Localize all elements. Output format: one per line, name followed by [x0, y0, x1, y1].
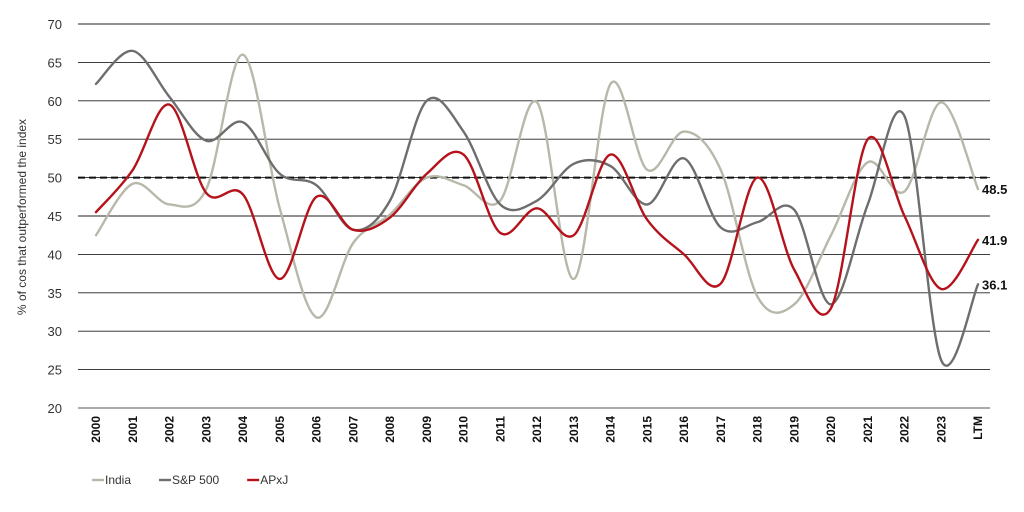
- x-tick-label: 2016: [677, 416, 691, 443]
- series-line-apxj: [94, 103, 980, 316]
- series-line-s-p-500: [94, 49, 980, 367]
- x-tick-label: 2001: [126, 416, 140, 443]
- x-tick-label: 2018: [751, 416, 765, 443]
- gridlines: [78, 23, 990, 409]
- x-tick-label: 2011: [493, 416, 507, 442]
- x-tick-label: 2002: [163, 416, 177, 443]
- x-tick-label: 2000: [89, 416, 103, 443]
- y-tick-label: 25: [48, 363, 62, 378]
- x-tick-label: 2022: [898, 416, 912, 443]
- x-tick-label: 2008: [383, 416, 397, 443]
- x-axis-ticks: 2000 2001 2002 2003 2004 2005 2006 2007 2008 2009…: [89, 416, 985, 443]
- end-label-apxj: 41.9: [982, 233, 1007, 248]
- y-axis-ticks: 20 25 30 35 40 45 50 55 60 65 70: [48, 17, 62, 416]
- end-label-india: 48.5: [982, 182, 1007, 197]
- series-line-india: [94, 53, 980, 319]
- x-tick-label: 2009: [420, 416, 434, 443]
- x-tick-label: LTM: [971, 416, 985, 440]
- x-tick-label: 2007: [346, 416, 360, 443]
- end-label-s-p-500: 36.1: [982, 277, 1007, 292]
- x-tick-label: 2014: [604, 416, 618, 443]
- x-tick-label: 2012: [530, 416, 544, 443]
- x-tick-label: 2003: [199, 416, 213, 443]
- end-labels: 48.5 36.1 41.9: [982, 182, 1007, 292]
- y-tick-label: 40: [48, 247, 62, 262]
- y-tick-label: 30: [48, 324, 62, 339]
- x-tick-label: 2006: [310, 416, 324, 443]
- x-tick-label: 2023: [934, 416, 948, 443]
- y-tick-label: 60: [48, 94, 62, 109]
- series-layer: [94, 49, 980, 367]
- legend-label-s-p-500: S&P 500: [172, 473, 219, 487]
- x-tick-label: 2020: [824, 416, 838, 443]
- y-tick-label: 55: [48, 132, 62, 147]
- y-tick-label: 50: [48, 171, 62, 186]
- y-tick-label: 45: [48, 209, 62, 224]
- y-tick-label: 35: [48, 286, 62, 301]
- legend-label-india: India: [105, 473, 131, 487]
- y-tick-label: 70: [48, 17, 62, 32]
- y-tick-label: 65: [48, 55, 62, 70]
- x-tick-label: 2015: [640, 416, 654, 443]
- legend-label-apxj: APxJ: [260, 473, 288, 487]
- x-tick-label: 2017: [714, 416, 728, 443]
- legend: India S&P 500 APxJ: [92, 473, 288, 487]
- x-tick-label: 2021: [861, 416, 875, 443]
- y-tick-label: 20: [48, 401, 62, 416]
- x-tick-label: 2005: [273, 416, 287, 443]
- x-tick-label: 2010: [457, 416, 471, 443]
- y-axis-label: % of cos that outperformed the index: [15, 119, 29, 315]
- x-tick-label: 2019: [787, 416, 801, 443]
- x-tick-label: 2004: [236, 416, 250, 443]
- x-tick-label: 2013: [567, 416, 581, 443]
